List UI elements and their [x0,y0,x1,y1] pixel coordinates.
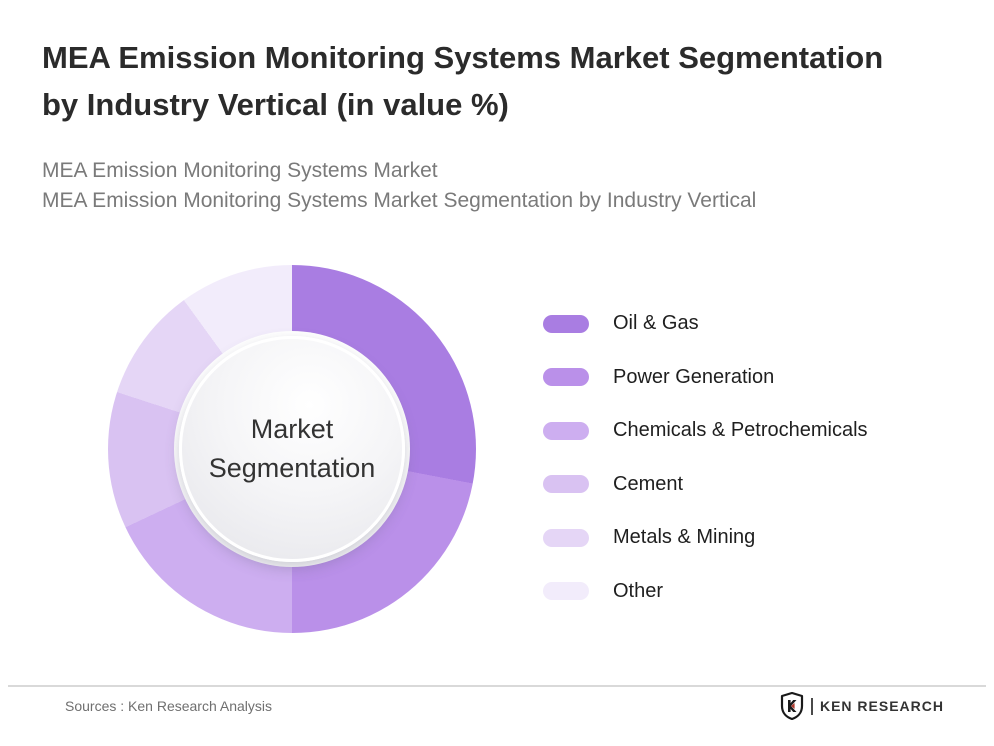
legend-item-other: Other [543,565,868,619]
legend-item-cement: Cement [543,458,868,512]
legend-item-metals-mining: Metals & Mining [543,511,868,565]
legend-item-oil-gas: Oil & Gas [543,297,868,351]
legend-item-power-generation: Power Generation [543,351,868,405]
logo-text: KEN RESEARCH [819,698,944,714]
donut-chart: Market Segmentation [108,265,476,633]
subtitle-line-2: MEA Emission Monitoring Systems Market S… [42,189,757,212]
page-subtitle: MEA Emission Monitoring Systems Market M… [42,156,756,216]
legend-label: Power Generation [613,365,775,388]
logo-divider [810,697,813,715]
subtitle-line-1: MEA Emission Monitoring Systems Market [42,159,438,182]
legend-label: Other [613,579,664,602]
legend-swatch [543,528,589,547]
donut-center-label-line-2: Segmentation [208,453,376,483]
legend-label: Oil & Gas [613,312,699,335]
footer-divider [8,685,986,687]
donut-center-circle: Market Segmentation [179,336,405,562]
legend-label: Metals & Mining [613,526,756,549]
donut-center-label-line-1: Market [250,414,334,444]
page-title-line-1: MEA Emission Monitoring Systems Market S… [42,40,884,75]
sources-text: Sources : Ken Research Analysis [65,698,272,714]
legend-swatch [543,475,589,494]
legend-item-chemicals-petrochemicals: Chemicals & Petrochemicals [543,404,868,458]
legend-swatch [543,421,589,440]
legend-swatch [543,582,589,601]
chart-legend: Oil & Gas Power Generation Chemicals & P… [543,297,868,618]
legend-label: Chemicals & Petrochemicals [613,419,868,442]
ken-research-shield-icon [780,692,804,720]
legend-swatch [543,314,589,333]
page-title: MEA Emission Monitoring Systems Market S… [42,34,883,128]
ken-research-logo: KEN RESEARCH [780,691,944,721]
legend-swatch [543,368,589,387]
donut-hole: Market Segmentation [174,331,410,567]
legend-label: Cement [613,472,684,495]
page-title-line-2: by Industry Vertical (in value %) [42,87,509,122]
